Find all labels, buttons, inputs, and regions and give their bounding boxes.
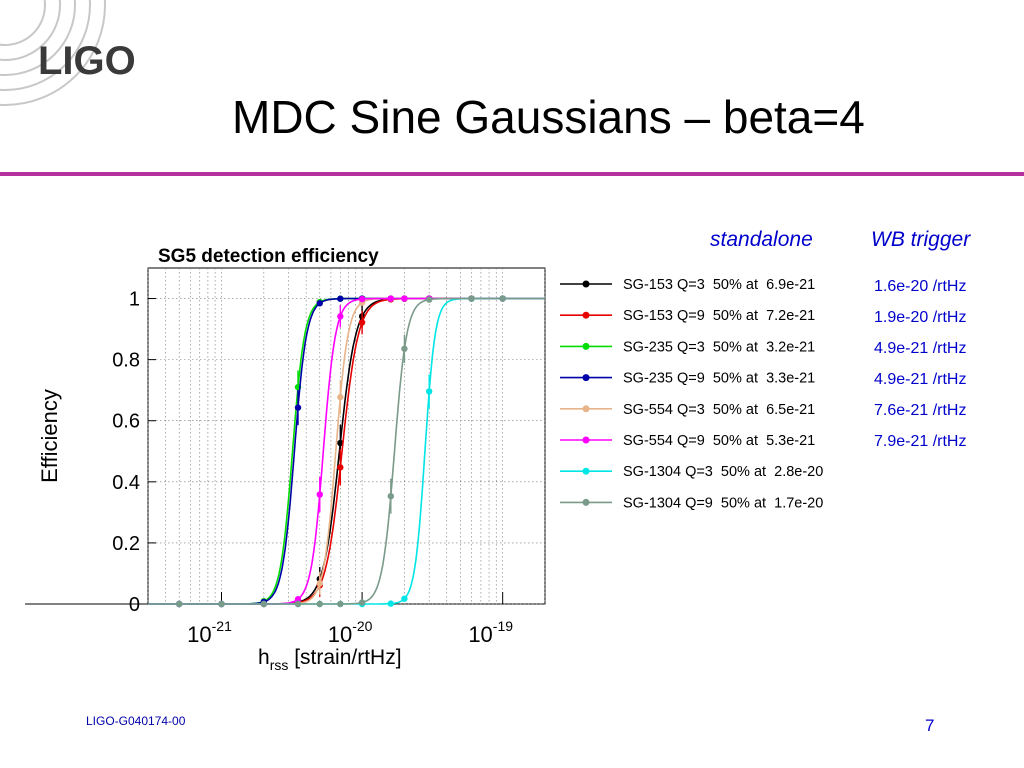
y-tick-label: 0.2 <box>112 533 140 555</box>
series-curve <box>148 297 545 605</box>
data-point <box>175 600 183 608</box>
data-point <box>316 580 323 587</box>
grid <box>147 268 546 605</box>
data-point <box>294 404 302 411</box>
x-tick-label: 10-21 <box>187 618 232 647</box>
page-number: 7 <box>925 716 935 735</box>
legend: SG-153 Q=3 50% at 6.9e-21 SG-153 Q=9 50% … <box>560 277 823 511</box>
legend-label: SG-1304 Q=9 50% at 1.7e-20 <box>623 495 823 511</box>
data-point <box>294 596 302 603</box>
x-tick-label: 10-20 <box>328 618 373 647</box>
data-point <box>468 295 475 302</box>
data-point <box>218 600 225 608</box>
wb-trigger-value: 7.9e-21 /rtHz <box>874 433 967 450</box>
legend-label: SG-235 Q=3 50% at 3.2e-21 <box>623 339 815 355</box>
legend-marker <box>582 498 590 506</box>
data-point <box>337 464 344 471</box>
y-tick-label: 0 <box>129 594 140 616</box>
wb-trigger-value: 7.6e-21 /rtHz <box>874 402 967 419</box>
legend-label: SG-554 Q=9 50% at 5.3e-21 <box>623 433 815 449</box>
series-7 <box>148 295 545 608</box>
data-point <box>337 600 344 608</box>
data-point <box>316 300 323 307</box>
data-point <box>316 600 323 608</box>
data-point <box>387 600 394 607</box>
footer-document-id: LIGO-G040174-00 <box>86 714 186 728</box>
data-point <box>337 313 344 320</box>
legend-marker <box>582 467 590 475</box>
wb-trigger-value: 1.9e-20 /rtHz <box>874 309 967 326</box>
legend-marker <box>582 311 590 319</box>
legend-marker <box>582 280 590 288</box>
title-divider <box>0 172 1024 176</box>
data-point <box>294 600 302 608</box>
legend-label: SG-1304 Q=3 50% at 2.8e-20 <box>623 464 823 480</box>
data-point <box>337 295 344 302</box>
y-tick-label: 0.4 <box>112 472 140 494</box>
wb-trigger-value: 1.6e-20 /rtHz <box>874 278 967 295</box>
data-point <box>337 393 344 401</box>
logo-text: LIGO <box>38 39 136 83</box>
data-point <box>358 295 366 303</box>
y-tick-label: 0.6 <box>112 411 140 433</box>
data-point <box>425 296 433 303</box>
y-axis-label: Efficiency <box>37 389 62 483</box>
plot-area <box>147 267 546 605</box>
column-header-wb-trigger: WB trigger <box>871 228 971 251</box>
legend-marker <box>582 436 590 444</box>
wb-trigger-value: 4.9e-21 /rtHz <box>874 371 967 388</box>
legend-marker <box>582 405 590 413</box>
data-point <box>401 345 408 352</box>
x-tick-label: 10-19 <box>468 618 513 647</box>
column-header-standalone: standalone <box>710 228 813 251</box>
data-point <box>401 295 408 302</box>
legend-label: SG-153 Q=3 50% at 6.9e-21 <box>623 277 815 293</box>
wb-trigger-value: 4.9e-21 /rtHz <box>874 340 967 357</box>
slide-title: MDC Sine Gaussians – beta=4 <box>232 91 865 143</box>
y-tick-label: 0.8 <box>112 350 140 372</box>
legend-label: SG-153 Q=9 50% at 7.2e-21 <box>623 308 815 324</box>
x-axis-label: hrss [strain/rtHz] <box>258 646 402 673</box>
data-point <box>425 388 433 395</box>
data-point <box>401 595 408 602</box>
legend-label: SG-235 Q=9 50% at 3.3e-21 <box>623 371 815 387</box>
data-point <box>260 600 268 608</box>
data-point <box>387 493 394 500</box>
legend-label: SG-554 Q=3 50% at 6.5e-21 <box>623 402 815 418</box>
data-point <box>358 319 366 326</box>
data-point <box>499 295 506 302</box>
legend-marker <box>582 374 590 382</box>
chart-title: SG5 detection efficiency <box>158 246 379 267</box>
legend-marker <box>582 342 590 350</box>
data-point <box>316 491 323 498</box>
data-point <box>387 295 394 302</box>
ligo-logo: LIGO <box>0 0 136 106</box>
y-tick-label: 1 <box>129 289 140 311</box>
data-point <box>358 599 366 606</box>
data-point <box>337 439 344 447</box>
